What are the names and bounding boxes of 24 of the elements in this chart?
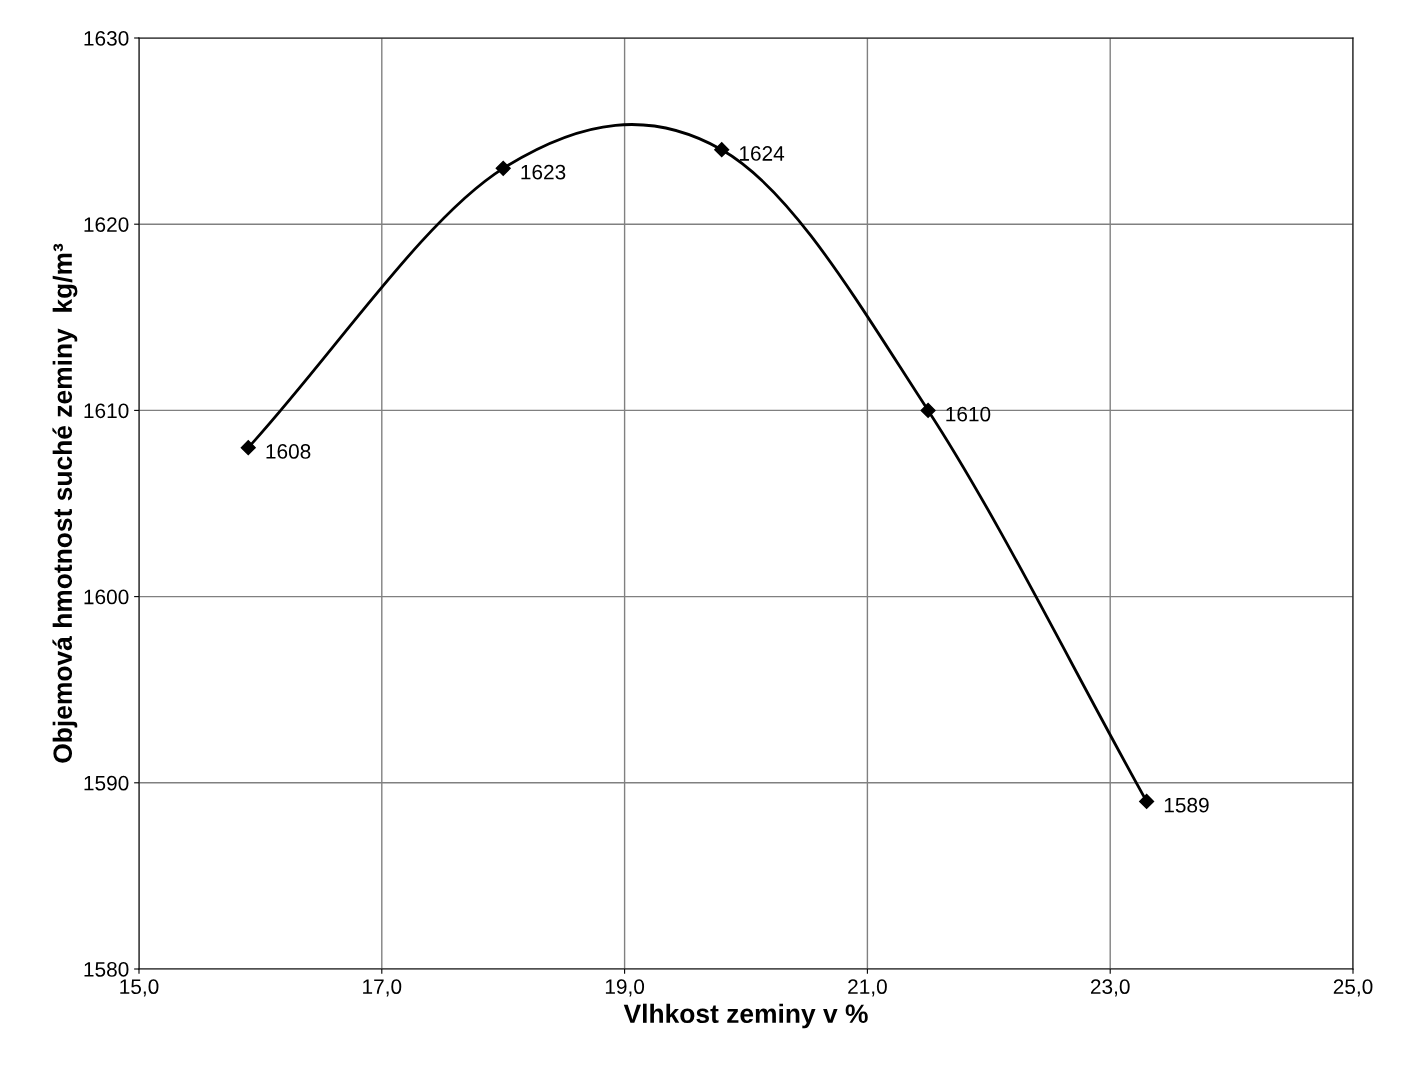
point: [240, 440, 256, 456]
x-tick-label: 19,0: [605, 979, 645, 997]
x-tick-label: 15,0: [120, 979, 159, 997]
x-tick-label: 23,0: [1090, 979, 1130, 997]
y-tick-label: 1590: [84, 775, 129, 791]
point: [714, 142, 730, 158]
data-label: 1608: [266, 444, 311, 459]
x-tick-label: 25,0: [1333, 979, 1373, 997]
y-tick-label: 1620: [84, 217, 129, 232]
x-tick-label: 21,0: [848, 979, 887, 997]
x-tick-label: 17,0: [363, 979, 402, 997]
y-tick-label: 1630: [84, 31, 129, 46]
y-tick-label: 1580: [84, 962, 129, 977]
data-label: 1589: [1164, 797, 1209, 813]
data-label: 1624: [739, 146, 785, 161]
x-axis-title: Vlhkost zeminy v %: [623, 1003, 868, 1029]
y-tick-label: 1600: [84, 589, 129, 605]
point: [495, 160, 511, 176]
y-axis-title: Objemová hmotnost suché zeminy kg/m³: [52, 243, 78, 763]
point: [920, 402, 936, 418]
data-label: 1623: [521, 164, 566, 180]
point: [1139, 793, 1155, 809]
y-tick-label: 1610: [84, 403, 129, 419]
data-label: 1610: [946, 406, 991, 422]
